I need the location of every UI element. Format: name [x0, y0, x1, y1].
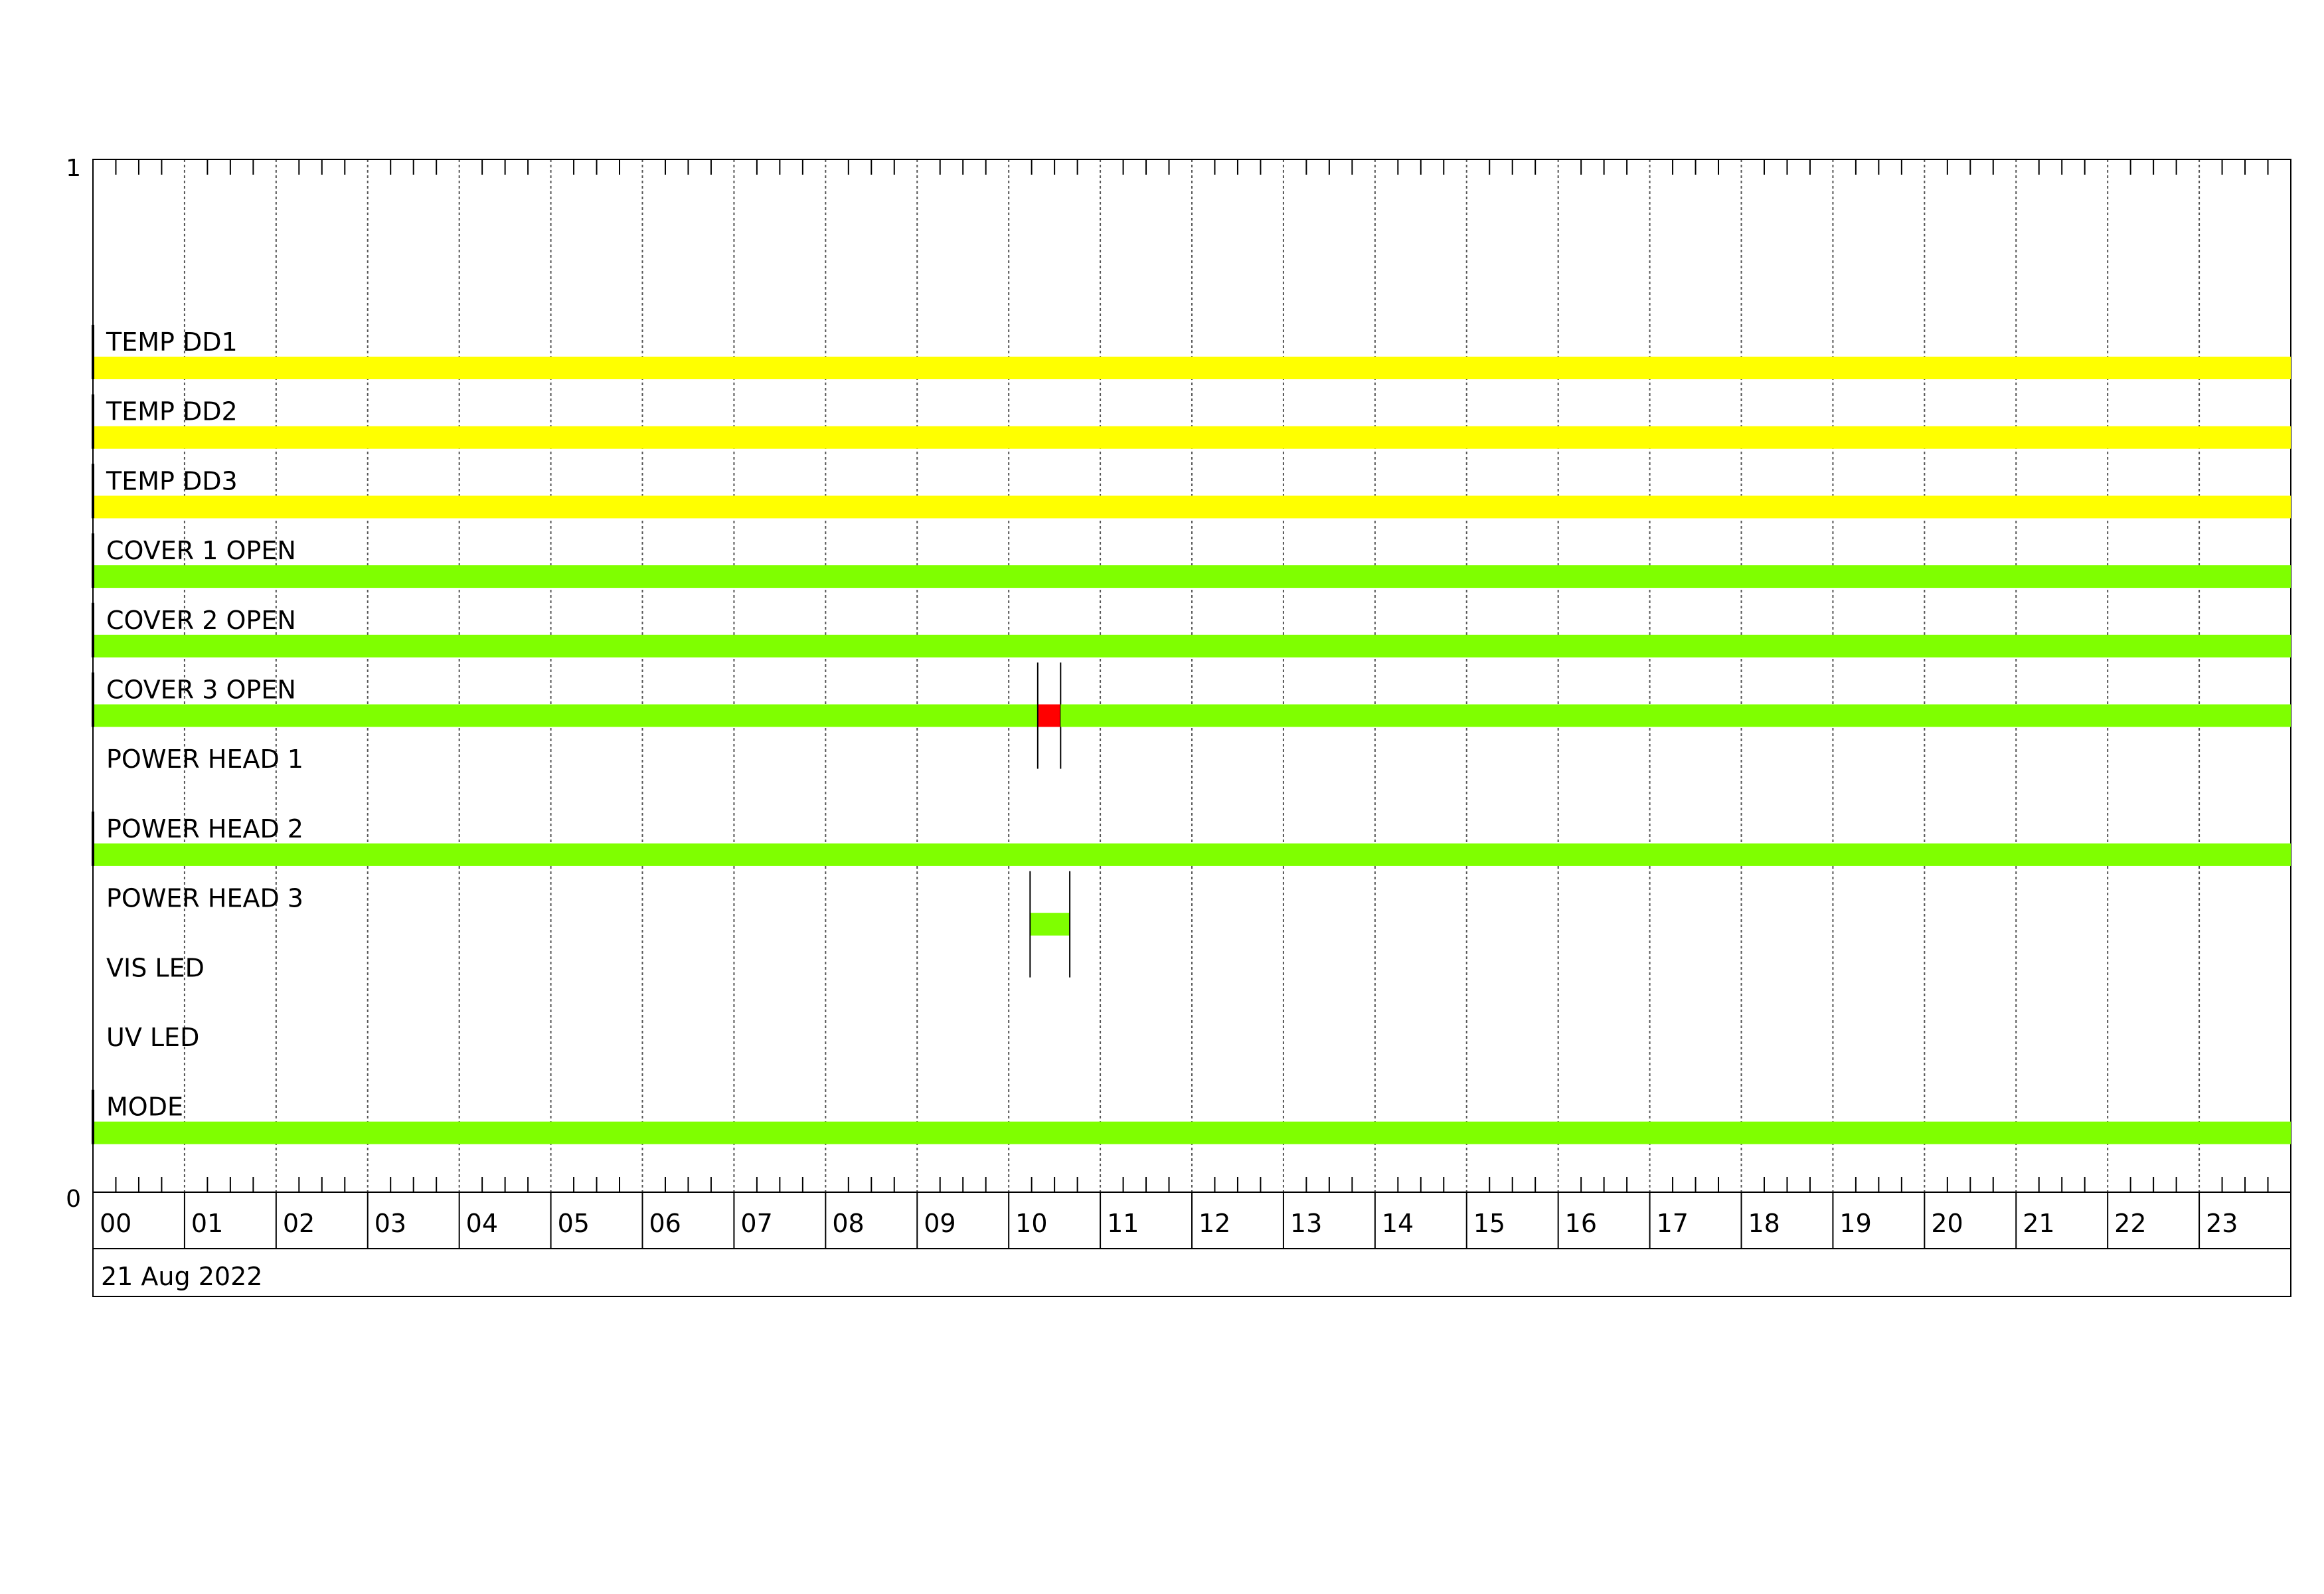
x-tick-label: 22 — [2114, 1209, 2146, 1238]
x-tick-label: 15 — [1473, 1209, 1505, 1238]
row-label: VIS LED — [106, 953, 205, 982]
row-segment — [93, 634, 2291, 658]
x-tick-label: 14 — [1382, 1209, 1414, 1238]
row-label: TEMP DD2 — [106, 397, 238, 426]
x-tick-label: 10 — [1015, 1209, 1047, 1238]
row-label: COVER 2 OPEN — [106, 606, 296, 635]
row-segment — [93, 426, 2291, 449]
x-tick-label: 17 — [1657, 1209, 1689, 1238]
row-segment — [93, 495, 2291, 519]
x-tick-label: 21 — [2023, 1209, 2054, 1238]
x-tick-label: 18 — [1748, 1209, 1780, 1238]
row-label: TEMP DD3 — [106, 466, 238, 495]
x-tick-label: 12 — [1199, 1209, 1230, 1238]
y-tick-label: 1 — [66, 155, 81, 182]
x-tick-label: 19 — [1839, 1209, 1871, 1238]
row-segment — [1030, 913, 1070, 936]
x-tick-label: 07 — [740, 1209, 772, 1238]
x-tick-label: 04 — [466, 1209, 498, 1238]
row-label: POWER HEAD 1 — [106, 745, 303, 774]
x-tick-label: 09 — [924, 1209, 955, 1238]
x-tick-label: 16 — [1565, 1209, 1597, 1238]
row-segment — [1060, 704, 2291, 727]
x-tick-label: 03 — [374, 1209, 406, 1238]
x-tick-label: 13 — [1290, 1209, 1322, 1238]
date-axis-row — [92, 1248, 2291, 1297]
row-label: POWER HEAD 2 — [106, 814, 303, 843]
row-label: COVER 3 OPEN — [106, 675, 296, 705]
x-tick-label: 23 — [2206, 1209, 2238, 1238]
row-label: POWER HEAD 3 — [106, 884, 303, 913]
date-label: 21 Aug 2022 — [101, 1262, 262, 1291]
row-label: UV LED — [106, 1023, 199, 1052]
x-tick-label: 08 — [832, 1209, 864, 1238]
x-tick-label: 01 — [191, 1209, 223, 1238]
x-tick-label: 00 — [100, 1209, 131, 1238]
x-tick-label: 11 — [1107, 1209, 1139, 1238]
row-segment — [93, 704, 1038, 727]
y-tick-label: 0 — [66, 1186, 81, 1213]
x-tick-label: 02 — [283, 1209, 315, 1238]
row-segment — [93, 357, 2291, 379]
row-segment — [93, 1121, 2291, 1144]
row-segment — [1037, 704, 1061, 727]
row-segment — [93, 565, 2291, 588]
row-label: TEMP DD1 — [106, 327, 238, 357]
row-label: MODE — [106, 1093, 183, 1122]
row-segment — [93, 843, 2291, 866]
row-label: COVER 1 OPEN — [106, 536, 296, 565]
x-tick-label: 05 — [558, 1209, 590, 1238]
x-tick-label: 06 — [649, 1209, 681, 1238]
x-tick-label: 20 — [1931, 1209, 1963, 1238]
